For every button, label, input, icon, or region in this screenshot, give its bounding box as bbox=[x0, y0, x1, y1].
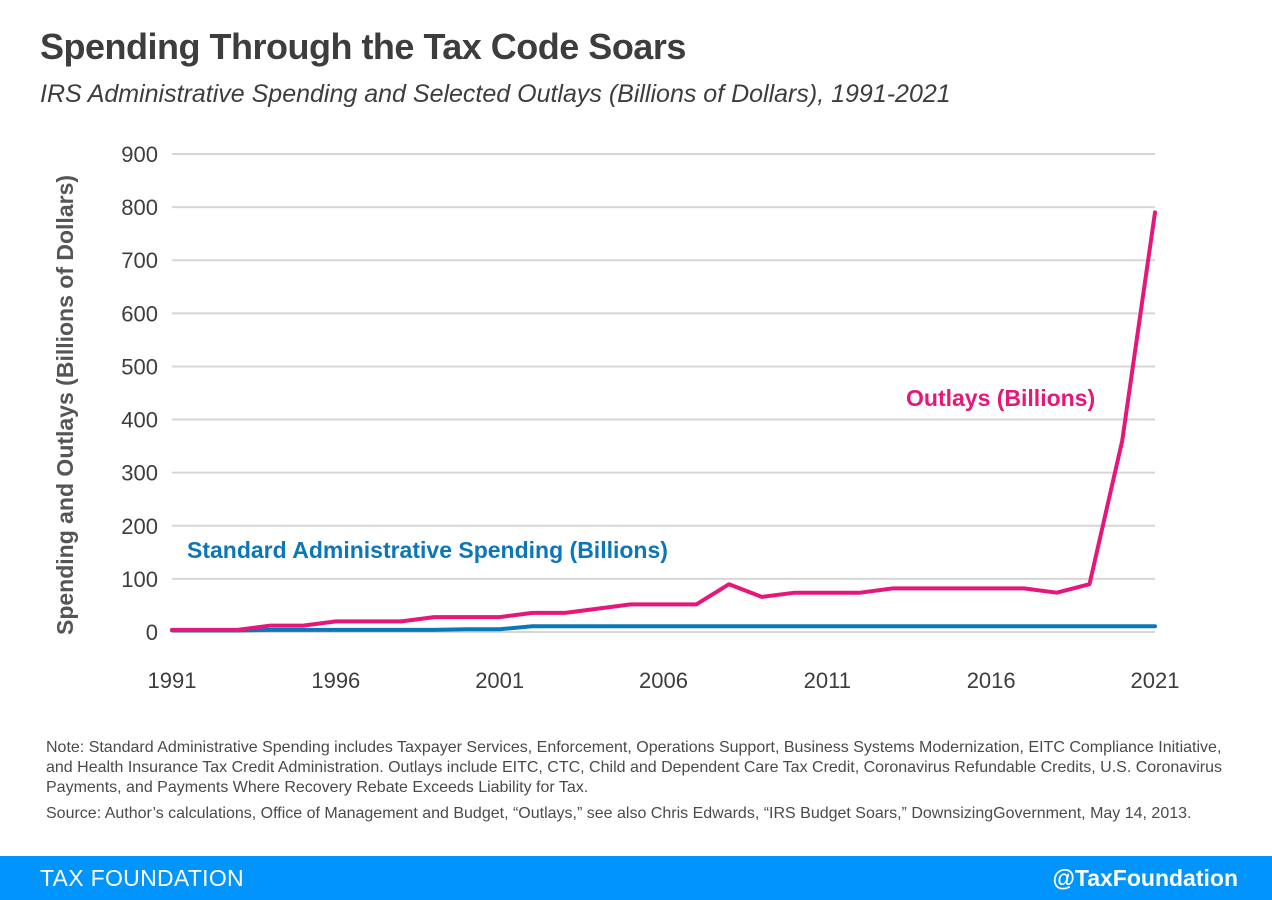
footer-bar: TAX FOUNDATION @TaxFoundation bbox=[0, 856, 1272, 900]
x-tick-label: 1991 bbox=[148, 668, 197, 693]
line-chart: 0 100 200 300 400 500 600 700 800 900 1991 1996 200… bbox=[52, 142, 1180, 693]
footer-brand: TAX FOUNDATION bbox=[40, 865, 244, 891]
chart-subtitle: IRS Administrative Spending and Selected… bbox=[40, 80, 951, 108]
note-text: Note: Standard Administrative Spending i… bbox=[46, 739, 1222, 796]
chart-title: Spending Through the Tax Code Soars bbox=[40, 26, 686, 67]
x-tick-label: 2011 bbox=[804, 668, 851, 693]
x-tick-labels: 1991 1996 2001 2006 2011 2016 2021 bbox=[148, 668, 1180, 693]
series-lines bbox=[170, 210, 1157, 633]
outlays-series-label: Outlays (Billions) bbox=[906, 385, 1095, 411]
x-tick-label: 2021 bbox=[1131, 668, 1180, 693]
y-tick-label: 600 bbox=[121, 301, 158, 326]
y-tick-label: 700 bbox=[121, 248, 158, 273]
x-tick-label: 2006 bbox=[639, 668, 688, 693]
y-tick-label: 400 bbox=[121, 408, 158, 433]
footer-twitter-handle[interactable]: @TaxFoundation bbox=[1052, 865, 1238, 891]
y-tick-label: 300 bbox=[121, 461, 158, 486]
y-tick-label: 100 bbox=[121, 567, 158, 592]
footnotes: Note: Standard Administrative Spending i… bbox=[46, 738, 1236, 830]
x-tick-label: 2016 bbox=[967, 668, 1016, 693]
gridlines bbox=[172, 153, 1155, 633]
admin-series-line bbox=[170, 624, 1157, 633]
outlays-series-line bbox=[170, 210, 1157, 632]
x-tick-label: 2001 bbox=[475, 668, 524, 693]
y-axis-label: Spending and Outlays (Billions of Dollar… bbox=[52, 175, 78, 635]
source-text: Source: Author’s calculations, Office of… bbox=[46, 805, 1192, 822]
y-tick-label: 200 bbox=[121, 514, 158, 539]
y-tick-label: 900 bbox=[121, 142, 158, 167]
y-tick-label: 500 bbox=[121, 354, 158, 379]
y-tick-label: 800 bbox=[121, 195, 158, 220]
admin-series-label: Standard Administrative Spending (Billio… bbox=[187, 537, 668, 563]
y-tick-labels: 0 100 200 300 400 500 600 700 800 900 bbox=[121, 142, 158, 645]
x-tick-label: 1996 bbox=[311, 668, 360, 693]
y-tick-label: 0 bbox=[146, 620, 158, 645]
